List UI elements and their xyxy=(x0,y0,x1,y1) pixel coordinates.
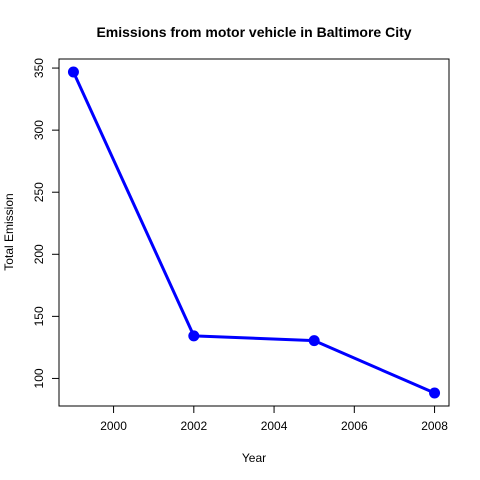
data-point xyxy=(188,330,200,342)
plot-frame xyxy=(58,58,450,407)
y-tick-label: 200 xyxy=(32,244,46,264)
y-tick-label: 250 xyxy=(32,182,46,202)
x-tick-label: 2004 xyxy=(261,419,288,433)
chart-title: Emissions from motor vehicle in Baltimor… xyxy=(96,24,411,40)
x-axis: 2000 2002 2004 2006 2008 xyxy=(100,405,448,433)
data-point xyxy=(67,66,79,78)
y-tick-label: 300 xyxy=(32,120,46,140)
y-axis-label: Total Emission xyxy=(2,193,16,270)
y-tick-label: 150 xyxy=(32,306,46,326)
x-tick-label: 2000 xyxy=(100,419,127,433)
x-tick-label: 2002 xyxy=(180,419,207,433)
data-point xyxy=(429,387,441,399)
y-tick-label: 350 xyxy=(32,58,46,78)
y-axis: 100 150 200 250 300 350 xyxy=(32,58,60,388)
x-axis-label: Year xyxy=(242,451,266,465)
series-line xyxy=(71,70,437,395)
y-tick-label: 100 xyxy=(32,368,46,388)
data-point xyxy=(308,335,320,347)
x-tick-label: 2008 xyxy=(421,419,448,433)
x-tick-label: 2006 xyxy=(341,419,368,433)
series-layer xyxy=(67,66,441,399)
